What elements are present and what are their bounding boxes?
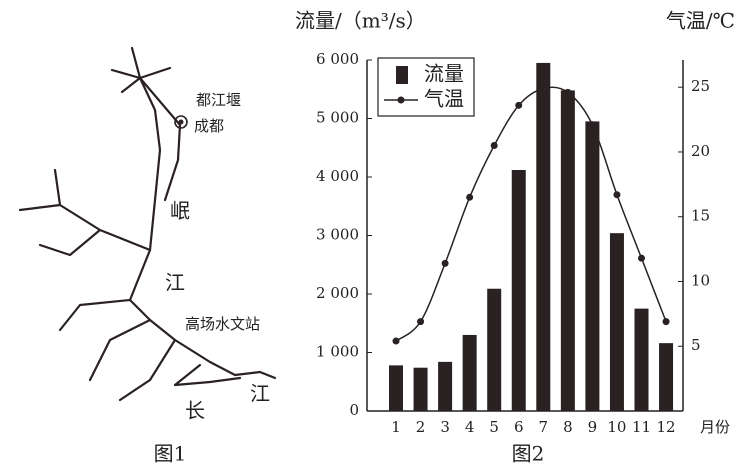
x-tick-label: 3 <box>440 418 450 436</box>
point <box>392 337 400 345</box>
y-tick-label: 5 000 <box>316 109 359 127</box>
river <box>18 76 242 402</box>
x-tick-label: 5 <box>489 418 499 436</box>
x-tick-label: 11 <box>632 418 651 436</box>
bar <box>536 62 551 412</box>
map-label: 岷 <box>170 199 190 223</box>
bar <box>487 288 502 411</box>
legend-box <box>377 57 475 117</box>
legend-label: 气温 <box>424 87 464 111</box>
x-tick-label: 2 <box>416 418 426 436</box>
point <box>564 88 572 96</box>
bar <box>389 365 403 411</box>
y2-tick-label: 5 <box>691 336 701 354</box>
map-label: 都江堰 <box>196 91 241 109</box>
y-tick-label: 2 000 <box>316 284 359 302</box>
point <box>662 318 670 326</box>
x-tick-label: 8 <box>563 418 573 436</box>
map-label: 江 <box>165 271 185 295</box>
river <box>110 46 277 380</box>
x-tick-label: 12 <box>657 418 676 436</box>
point <box>613 191 621 199</box>
bar <box>438 361 453 411</box>
point <box>417 318 425 326</box>
y2-tick-label: 20 <box>691 142 710 160</box>
map-label: 成都 <box>194 117 224 135</box>
y2-tick-label: 10 <box>691 271 710 289</box>
x-tick-label: 4 <box>465 418 475 436</box>
map-label: 高场水文站 <box>185 315 260 333</box>
y2-tick-label: 25 <box>691 77 710 95</box>
x-tick-label: 6 <box>514 418 524 436</box>
bar <box>462 334 477 411</box>
x-tick-label: 1 <box>391 418 401 436</box>
y-tick-label: 3 000 <box>316 226 359 244</box>
y-tick-label: 4 000 <box>316 167 359 185</box>
point <box>539 84 547 92</box>
legend-label: 流量 <box>424 62 464 86</box>
bar <box>413 367 428 411</box>
bar <box>634 308 649 411</box>
x-tick-label: 9 <box>588 418 598 436</box>
legend-swatch <box>396 66 408 84</box>
bar <box>609 233 624 411</box>
x-tick-label: 10 <box>607 418 626 436</box>
point <box>490 141 498 149</box>
y2-tick-label: 15 <box>691 207 710 225</box>
city-marker <box>178 119 184 125</box>
bar <box>511 169 526 411</box>
point <box>466 193 474 201</box>
y-axis-label: 流量/（m³/s） <box>295 9 426 33</box>
bar <box>560 90 575 412</box>
x-tick-label: 7 <box>539 418 549 436</box>
x-axis-label: 月份 <box>700 418 730 436</box>
caption: 图2 <box>512 442 545 466</box>
point <box>441 259 449 267</box>
city-marker <box>174 115 188 129</box>
y-tick-label: 0 <box>349 401 359 419</box>
caption: 图1 <box>154 442 187 466</box>
bar <box>659 343 674 411</box>
bar <box>585 121 600 412</box>
point <box>638 254 645 262</box>
map: 都江堰 成都 岷 江 高场水文站 长 江 图1 <box>18 46 277 466</box>
map-label: 长 <box>185 399 205 423</box>
line <box>395 86 667 342</box>
y-tick-label: 1 000 <box>316 343 359 361</box>
point <box>515 101 523 109</box>
legend-swatch <box>397 96 405 104</box>
map-label: 江 <box>250 382 270 406</box>
point <box>588 121 596 129</box>
y2-axis-label: 气温/℃ <box>666 9 735 33</box>
y-tick-label: 6 000 <box>316 50 359 68</box>
